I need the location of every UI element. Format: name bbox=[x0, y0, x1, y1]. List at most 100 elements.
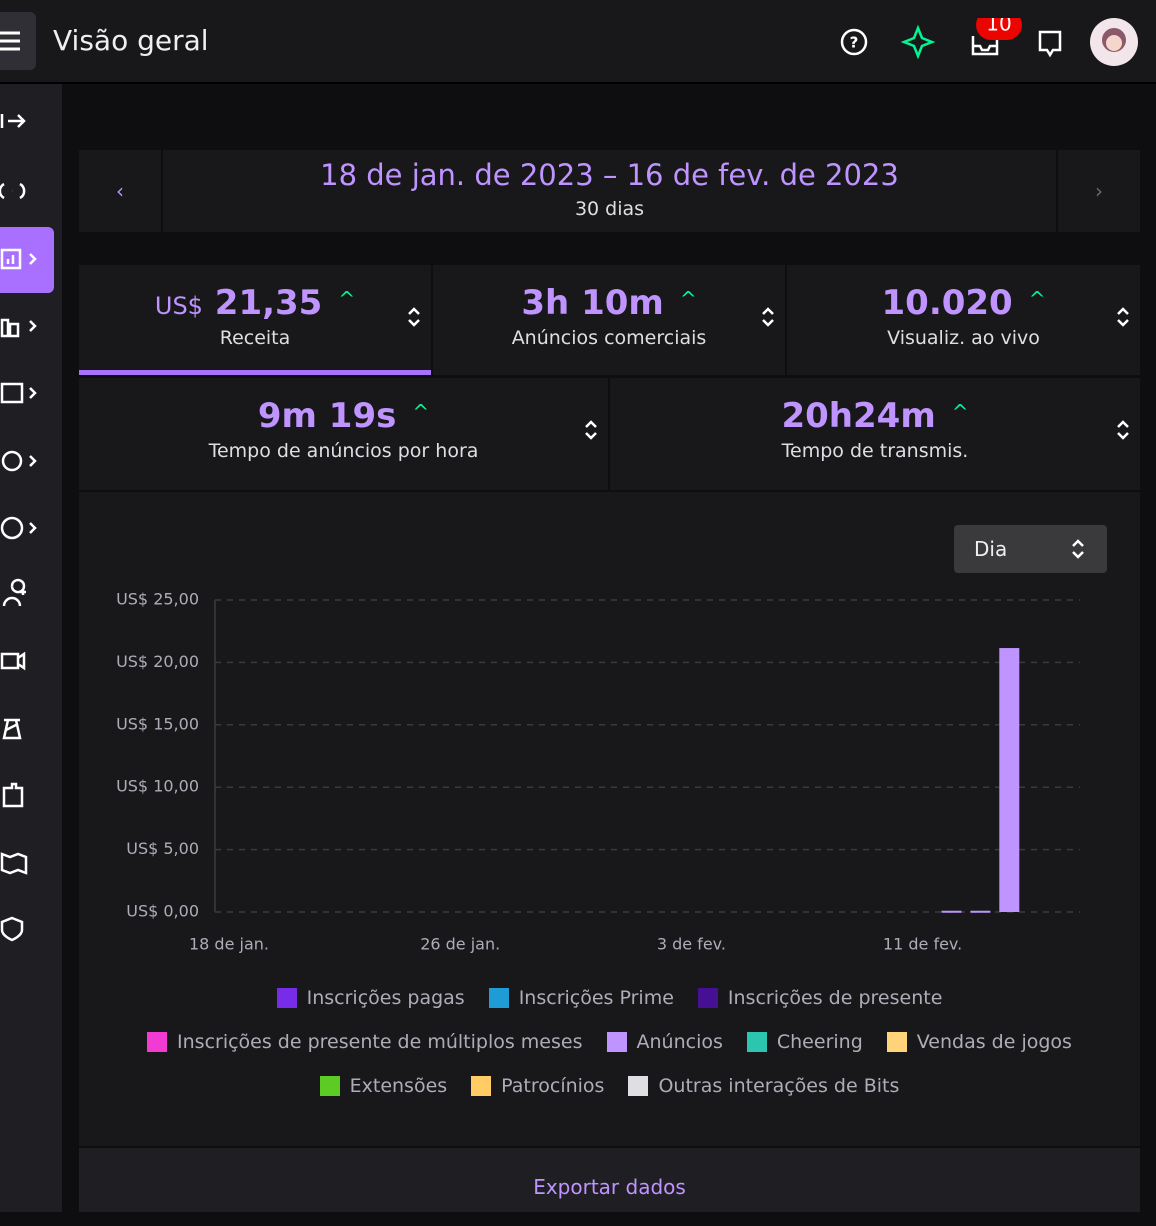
community-icon[interactable] bbox=[0, 318, 37, 338]
top-bar: Visão geral ? 10 bbox=[0, 0, 1156, 84]
interval-value: Dia bbox=[974, 537, 1008, 561]
legend: Inscrições pagas Inscrições Prime Inscriçõ… bbox=[79, 976, 1140, 1108]
legend-label: Patrocínios bbox=[501, 1075, 605, 1097]
stat-card[interactable]: 20h24m ^ Tempo de transmis. bbox=[610, 378, 1140, 490]
legend-item[interactable]: Inscrições Prime bbox=[488, 987, 674, 1009]
chat-icon[interactable] bbox=[1038, 30, 1062, 58]
legend-label: Inscrições pagas bbox=[306, 987, 465, 1009]
notification-count: 10 bbox=[986, 18, 1011, 36]
stat-label: Receita bbox=[219, 327, 291, 349]
legend-item[interactable]: Patrocínios bbox=[471, 1075, 604, 1097]
stat-value: 3h 10m bbox=[521, 283, 664, 323]
prev-button[interactable]: ‹ bbox=[79, 150, 163, 232]
sort-icon bbox=[585, 420, 597, 440]
legend-label: Extensões bbox=[349, 1075, 448, 1097]
stat-card[interactable]: US$ 21,35 ^ Receita bbox=[79, 265, 431, 375]
stat-card[interactable]: 10.020 ^ Visualiz. ao vivo bbox=[787, 265, 1140, 375]
export-button[interactable]: Exportar dados bbox=[79, 1148, 1140, 1212]
legend-row: Inscrições pagas Inscrições Prime Inscriçõ… bbox=[79, 976, 1140, 1020]
video-icon[interactable] bbox=[0, 651, 26, 671]
safety-icon[interactable] bbox=[0, 916, 24, 942]
revenue-chart: US$ 0,00 US$ 5,00 US$ 10,00 US$ 15,00 US$ 20… bbox=[116, 590, 1080, 954]
select-icon bbox=[1072, 539, 1084, 559]
date-picker: ‹ 18 de jan. de 2023 – 16 de fev. de 202… bbox=[79, 150, 1140, 232]
settings-icon[interactable] bbox=[1, 450, 23, 472]
top-icons: ? 10 bbox=[840, 18, 1138, 66]
sparkle-icon[interactable] bbox=[900, 24, 936, 60]
legend-label: Anúncios bbox=[636, 1031, 723, 1053]
y-tick-label: US$ 5,00 bbox=[126, 839, 199, 858]
bar-segment bbox=[970, 910, 991, 913]
stat-prefix: US$ bbox=[154, 292, 203, 320]
stat-card[interactable]: 9m 19s ^ Tempo de anúncios por hora bbox=[79, 378, 608, 490]
legend-label: Vendas de jogos bbox=[916, 1031, 1072, 1053]
legend-label: Cheering bbox=[776, 1031, 863, 1053]
extension-icon[interactable] bbox=[2, 782, 24, 808]
collapse-icon[interactable] bbox=[0, 114, 26, 128]
legend-swatch bbox=[147, 1032, 168, 1052]
y-tick-label: US$ 10,00 bbox=[116, 777, 199, 796]
legend-swatch bbox=[628, 1076, 649, 1096]
y-tick-label: US$ 25,00 bbox=[116, 590, 199, 609]
legend-swatch bbox=[276, 988, 297, 1008]
guide-icon[interactable] bbox=[0, 852, 28, 875]
date-length: 30 dias bbox=[574, 198, 645, 220]
active-nav[interactable] bbox=[0, 227, 54, 293]
legend-item[interactable]: Inscrições de presente de múltiplos mese… bbox=[147, 1031, 583, 1053]
sidebar bbox=[0, 84, 62, 1212]
svg-text:?: ? bbox=[850, 34, 859, 52]
legend-swatch bbox=[319, 1076, 340, 1096]
stat-number: 21,35 bbox=[214, 283, 323, 323]
y-tick-label: US$ 15,00 bbox=[116, 714, 199, 733]
legend-item[interactable]: Vendas de jogos bbox=[886, 1031, 1072, 1053]
stat-value: 20h24m bbox=[781, 396, 936, 436]
legend-swatch bbox=[886, 1032, 907, 1052]
sort-icon bbox=[1117, 307, 1129, 327]
sort-icon bbox=[762, 307, 774, 327]
legend-label: Inscrições Prime bbox=[518, 987, 674, 1009]
interval-select[interactable]: Dia bbox=[954, 525, 1107, 573]
x-tick-label: 11 de fev. bbox=[883, 935, 962, 954]
next-button[interactable]: › bbox=[1056, 150, 1140, 232]
content-icon[interactable] bbox=[0, 382, 37, 404]
chart-panel: Dia US$ 0,00 US$ 5,00 US$ 10,00 US$ 15,00 US… bbox=[79, 492, 1140, 1146]
inbox-icon[interactable] bbox=[971, 36, 999, 56]
legend-item[interactable]: Cheering bbox=[746, 1031, 863, 1053]
legend-item[interactable]: Inscrições pagas bbox=[276, 987, 465, 1009]
legend-item[interactable]: Anúncios bbox=[606, 1031, 723, 1053]
legend-label: Inscrições de presente bbox=[727, 987, 943, 1009]
legend-swatch bbox=[488, 988, 509, 1008]
y-tick-label: US$ 0,00 bbox=[126, 902, 199, 921]
stat-label: Tempo de transmis. bbox=[781, 440, 969, 462]
legend-item[interactable]: Inscrições de presente bbox=[697, 987, 943, 1009]
stat-value: 9m 19s bbox=[257, 396, 397, 436]
y-tick-label: US$ 20,00 bbox=[116, 652, 199, 671]
bar-segment bbox=[941, 910, 962, 913]
friends-icon[interactable] bbox=[2, 578, 26, 607]
stat-label: Tempo de anúncios por hora bbox=[208, 440, 479, 462]
reward-icon[interactable] bbox=[2, 718, 22, 740]
x-tick-label: 3 de fev. bbox=[657, 935, 726, 954]
page-title: Visão geral bbox=[53, 24, 209, 57]
live-icon[interactable] bbox=[0, 182, 26, 200]
sidebar-icons bbox=[0, 114, 54, 942]
bar-segment bbox=[999, 648, 1020, 912]
x-tick-label: 18 de jan. bbox=[189, 935, 269, 954]
stat-label: Anúncios comerciais bbox=[511, 327, 707, 349]
legend-swatch bbox=[606, 1032, 627, 1052]
legend-item[interactable]: Extensões bbox=[319, 1075, 448, 1097]
help-icon[interactable]: ? bbox=[840, 28, 868, 56]
stat-value: US$ 21,35 bbox=[155, 283, 322, 323]
stat-value: 10.020 bbox=[881, 283, 1013, 323]
emote-icon[interactable] bbox=[0, 516, 24, 540]
menu-button[interactable] bbox=[0, 12, 36, 70]
legend-item[interactable]: Outras interações de Bits bbox=[628, 1075, 899, 1097]
legend-swatch bbox=[697, 988, 718, 1008]
legend-label: Inscrições de presente de múltiplos mese… bbox=[177, 1031, 583, 1053]
sort-icon bbox=[408, 307, 420, 327]
avatar[interactable] bbox=[1090, 18, 1138, 66]
legend-label: Outras interações de Bits bbox=[658, 1075, 900, 1097]
legend-row: Extensões Patrocínios Outras interações de… bbox=[79, 1064, 1140, 1108]
stat-card[interactable]: 3h 10m ^ Anúncios comerciais bbox=[433, 265, 785, 375]
notification-badge bbox=[976, 18, 1022, 40]
